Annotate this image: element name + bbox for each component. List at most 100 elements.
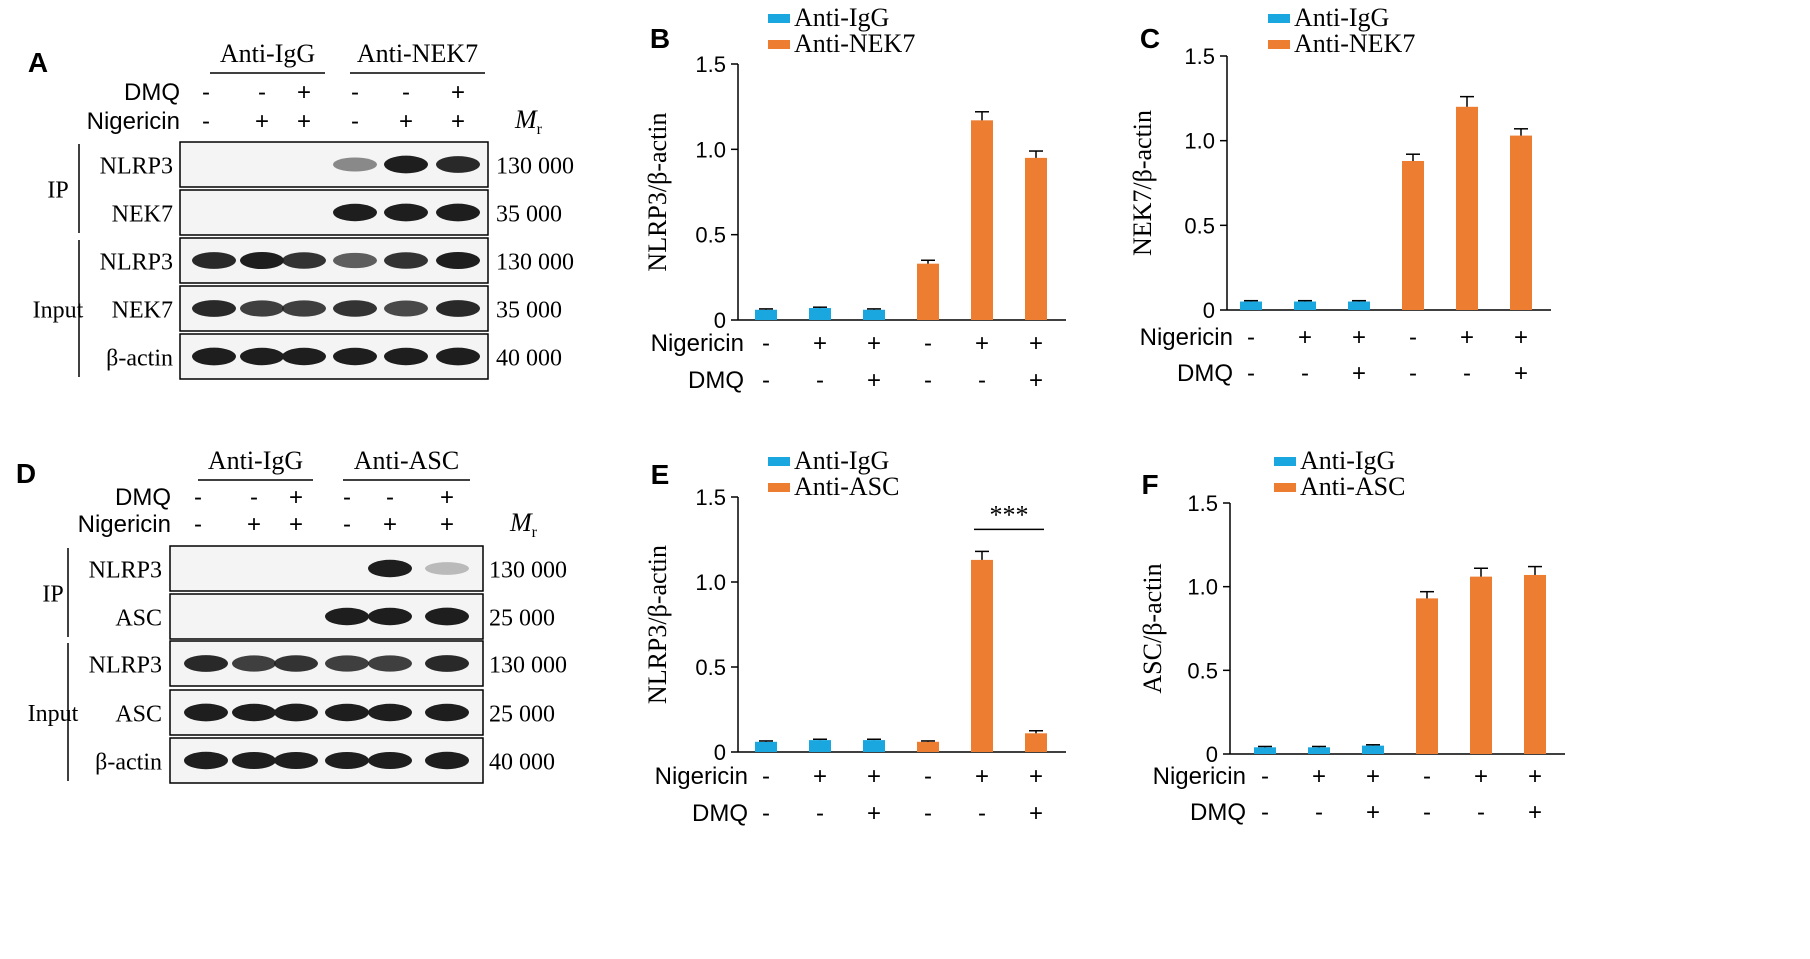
treatment-sign: - (762, 330, 770, 357)
protein-label: NEK7 (112, 202, 173, 228)
condition-sign: - (194, 511, 202, 538)
mr-subscript: r (537, 121, 543, 138)
protein-label: ASC (115, 702, 162, 728)
condition-sign: + (289, 484, 303, 511)
treatment-label: Nigericin (655, 763, 748, 790)
y-tick-label: 1.0 (695, 570, 726, 595)
blot-band (368, 607, 412, 626)
panel-letter: C (1140, 23, 1160, 54)
blot-row: β-actin 40 000 (95, 737, 555, 784)
treatment-sign: + (1029, 763, 1043, 790)
panel-letter: A (28, 47, 48, 78)
blot-band (333, 203, 377, 222)
blot-band (184, 655, 228, 672)
condition-sign: + (297, 79, 311, 106)
bar (971, 120, 993, 320)
treatment-sign: - (1423, 799, 1431, 826)
blot-band (368, 703, 412, 722)
bar (1025, 157, 1047, 320)
condition-sign: + (451, 108, 465, 135)
condition-label: Nigericin (78, 511, 171, 538)
condition-sign: - (351, 108, 359, 135)
blot-band (425, 607, 469, 626)
treatment-sign: - (1463, 360, 1471, 387)
legend-swatch (1268, 40, 1290, 49)
treatment-sign: + (1312, 763, 1326, 790)
treatment-sign: + (1366, 799, 1380, 826)
legend-label: Anti-IgG (794, 3, 889, 32)
condition-sign: + (440, 484, 454, 511)
blot-row: NLRP3 130 000 (89, 545, 567, 592)
protein-label: NLRP3 (100, 250, 173, 276)
blot-band (333, 300, 377, 317)
blot-band (282, 252, 326, 269)
bar (863, 740, 885, 752)
blot-band (333, 347, 377, 366)
y-tick-label: 1.5 (1184, 44, 1215, 69)
protein-label: NLRP3 (89, 558, 162, 584)
blot-band (240, 347, 284, 366)
legend-swatch (1268, 14, 1290, 23)
treatment-sign: + (867, 330, 881, 357)
legend-label: Anti-IgG (1300, 446, 1395, 475)
molecular-weight-label: 130 000 (489, 558, 567, 584)
condition-sign: - (202, 108, 210, 135)
panel-letter: F (1141, 469, 1158, 500)
condition-sign: - (343, 484, 351, 511)
treatment-sign: - (924, 800, 932, 827)
antibody-group-label: Anti-IgG (220, 39, 315, 68)
blot-band (325, 607, 369, 626)
antibody-group-label: Anti-IgG (208, 446, 303, 475)
condition-label: DMQ (124, 79, 180, 106)
treatment-sign: - (762, 367, 770, 394)
treatment-sign: + (1298, 324, 1312, 351)
blot-row: NLRP3 130 000 (89, 640, 567, 687)
condition-sign: - (343, 511, 351, 538)
blot-band (184, 703, 228, 722)
legend-swatch (768, 14, 790, 23)
legend-swatch (1274, 483, 1296, 492)
molecular-weight-label: 130 000 (496, 154, 574, 180)
molecular-weight-label: 25 000 (489, 606, 555, 632)
blot-row: β-actin 40 000 (106, 333, 562, 380)
treatment-sign: - (978, 367, 986, 394)
mr-label: Mr (509, 508, 538, 541)
y-tick-label: 0 (1203, 298, 1215, 323)
y-tick-label: 0 (1206, 742, 1218, 767)
treatment-sign: + (1366, 763, 1380, 790)
treatment-sign: + (1528, 799, 1542, 826)
blot-band (240, 251, 284, 270)
blot-band (368, 751, 412, 770)
blot-band (333, 157, 377, 172)
bar (917, 741, 939, 752)
blot-band (192, 300, 236, 317)
molecular-weight-label: 40 000 (496, 346, 562, 372)
panel-letter: D (16, 458, 36, 489)
bar (1456, 106, 1478, 310)
treatment-sign: - (1247, 360, 1255, 387)
blot-band (184, 751, 228, 770)
mr-label: Mr (514, 105, 543, 138)
legend-label: Anti-IgG (1294, 3, 1389, 32)
protein-label: β-actin (95, 750, 162, 776)
y-tick-label: 1.0 (695, 137, 726, 162)
treatment-sign: + (1514, 360, 1528, 387)
treatment-sign: - (1261, 799, 1269, 826)
protein-label: NEK7 (112, 298, 173, 324)
legend-label: Anti-NEK7 (794, 29, 915, 58)
significance-label: *** (990, 500, 1029, 529)
molecular-weight-label: 40 000 (489, 750, 555, 776)
legend-label: Anti-ASC (794, 472, 899, 501)
treatment-sign: - (1315, 799, 1323, 826)
section-label: Input (28, 701, 79, 727)
y-tick-label: 0 (714, 740, 726, 765)
condition-sign: + (383, 511, 397, 538)
blot-band (325, 655, 369, 672)
condition-sign: - (250, 484, 258, 511)
blot-band (325, 751, 369, 770)
treatment-sign: + (867, 367, 881, 394)
blot-band (274, 751, 318, 770)
